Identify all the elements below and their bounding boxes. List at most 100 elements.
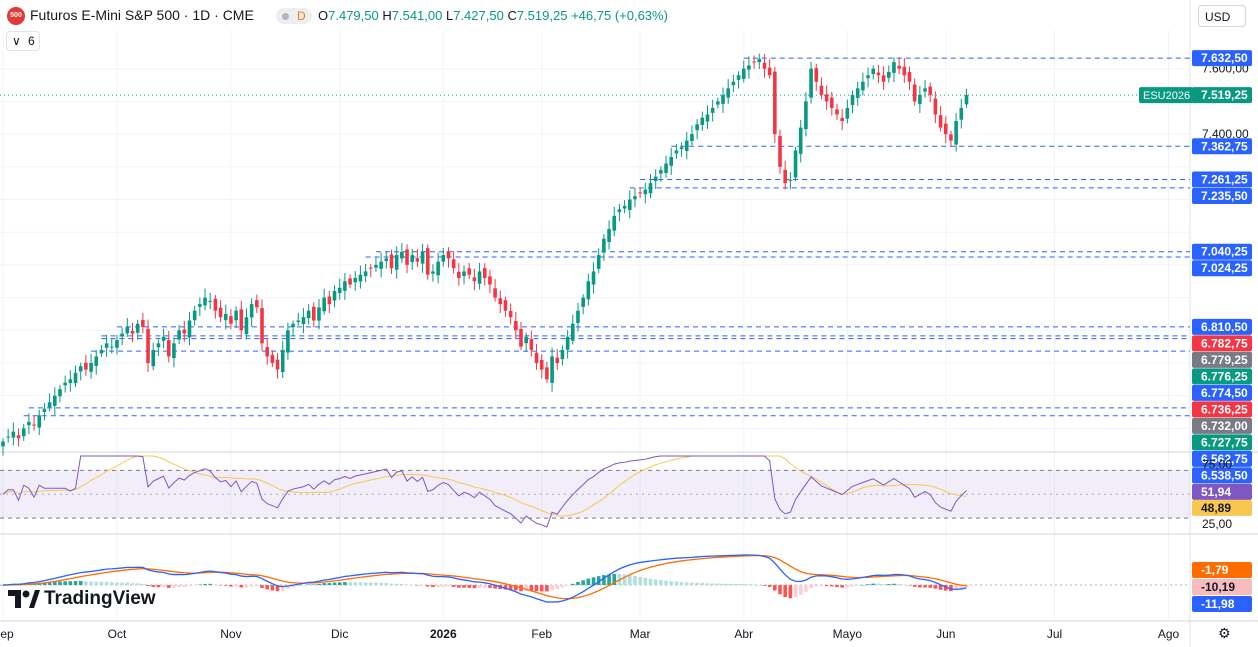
price-tag: 6.779,25 — [1192, 351, 1252, 368]
macd-histogram-bar — [773, 585, 777, 591]
macd-histogram-bar — [260, 585, 264, 588]
rsi-tag-bg — [1192, 499, 1252, 516]
candle-body — [752, 61, 756, 63]
macd-histogram-bar — [415, 585, 420, 586]
macd-histogram-bar — [674, 581, 679, 586]
rsi-line — [2, 455, 967, 528]
macd-histogram-bar — [280, 585, 285, 591]
market-status-pill[interactable]: D — [276, 8, 312, 24]
price-tag-label: 7.261,25 — [1201, 172, 1248, 186]
candle-body — [565, 336, 570, 350]
candle-body — [16, 435, 21, 439]
candle-body — [674, 150, 679, 154]
candle — [850, 90, 855, 114]
candle-body — [545, 367, 549, 380]
candle — [6, 428, 10, 443]
macd-histogram-bar — [716, 583, 720, 586]
macd-histogram-bar — [172, 585, 176, 588]
price-tag-bg — [1192, 335, 1252, 352]
price-tag-bg — [1192, 187, 1252, 204]
candle-body — [757, 58, 762, 63]
macd-histogram-bar — [690, 582, 694, 586]
candle — [198, 297, 202, 316]
price-change: +46,75 (+0,63%) — [571, 8, 668, 23]
time-axis-label: 2026 — [430, 627, 457, 641]
candle-body — [104, 343, 109, 348]
candle — [907, 66, 912, 91]
candle-body — [280, 349, 285, 373]
candle — [415, 249, 420, 268]
candle-body — [830, 97, 834, 108]
candle-body — [446, 251, 451, 259]
macd-histogram-bar — [902, 584, 907, 586]
macd-histogram-bar — [824, 585, 829, 587]
candle — [249, 298, 254, 327]
candle — [296, 312, 301, 326]
rsi-tag-label: 48,89 — [1201, 501, 1231, 515]
macd-histogram-bar — [156, 585, 161, 588]
macd-histogram-bar — [322, 583, 326, 586]
macd-histogram-bar — [291, 585, 295, 588]
macd-histogram-bar — [296, 585, 301, 587]
candle-body — [223, 313, 228, 321]
price-tag-bg — [1192, 318, 1252, 335]
candle — [928, 82, 933, 103]
tradingview-logo[interactable]: TradingView — [8, 588, 156, 614]
macd-histogram-bar — [379, 582, 383, 586]
indicator-count: 6 — [28, 34, 35, 48]
macd-histogram-bar — [539, 585, 544, 592]
candle — [607, 220, 611, 250]
candle-body — [363, 271, 368, 277]
macd-histogram-bar — [400, 583, 404, 586]
candle-body — [705, 114, 710, 122]
macd-histogram-bar — [488, 585, 492, 588]
candle-body — [938, 115, 943, 128]
macd-histogram-bar — [793, 585, 798, 598]
candle — [684, 132, 689, 160]
candle-body — [120, 333, 124, 337]
candle — [234, 306, 238, 329]
candle-body — [115, 340, 119, 348]
price-tag-label: 6.562,75 — [1201, 452, 1248, 466]
macd-pane — [0, 554, 1190, 603]
macd-histogram-bar — [928, 585, 933, 588]
candle — [840, 109, 844, 131]
macd-histogram-bar — [482, 585, 487, 588]
macd-histogram-bar — [783, 585, 787, 598]
candle-body — [343, 281, 347, 291]
candle-body — [627, 199, 632, 210]
candle-body — [731, 81, 736, 86]
macd-histogram-bar — [565, 585, 570, 586]
price-tag: 6.562,75 — [1192, 450, 1252, 467]
price-tag: 7.362,75 — [1192, 138, 1252, 155]
ohlc-close-value: 7.519,25 — [516, 8, 568, 23]
price-tag-bg — [1192, 434, 1252, 451]
macd-histogram-bar — [907, 585, 912, 586]
candle-body — [358, 274, 363, 282]
candle — [42, 402, 47, 421]
candle-body — [648, 183, 653, 194]
candle — [182, 320, 187, 342]
symbol-title[interactable]: Futuros E-Mini S&P 500 · 1D · CME — [30, 7, 254, 23]
price-tag-label: 6.810,50 — [1201, 320, 1248, 334]
price-tag: 6.774,50 — [1192, 384, 1252, 401]
macd-histogram-bar — [348, 582, 352, 586]
macd-histogram-bar — [726, 583, 730, 586]
candle-body — [866, 75, 870, 79]
macd-histogram-bar — [436, 585, 440, 587]
macd-histogram-bar — [115, 582, 119, 586]
candle-body — [327, 296, 332, 305]
candle-body — [576, 310, 580, 323]
candle-body — [586, 281, 591, 300]
gear-icon[interactable]: ⚙ — [1218, 625, 1231, 641]
macd-histogram-bar — [933, 585, 938, 589]
macd-histogram-bar — [767, 585, 772, 587]
macd-histogram-bar — [410, 584, 415, 586]
candle — [674, 144, 679, 159]
candle — [477, 262, 482, 290]
candle — [943, 116, 948, 144]
candle — [27, 413, 31, 435]
indicators-toggle[interactable]: ∨ 6 — [6, 31, 40, 51]
currency-selector[interactable]: USD — [1198, 5, 1246, 27]
